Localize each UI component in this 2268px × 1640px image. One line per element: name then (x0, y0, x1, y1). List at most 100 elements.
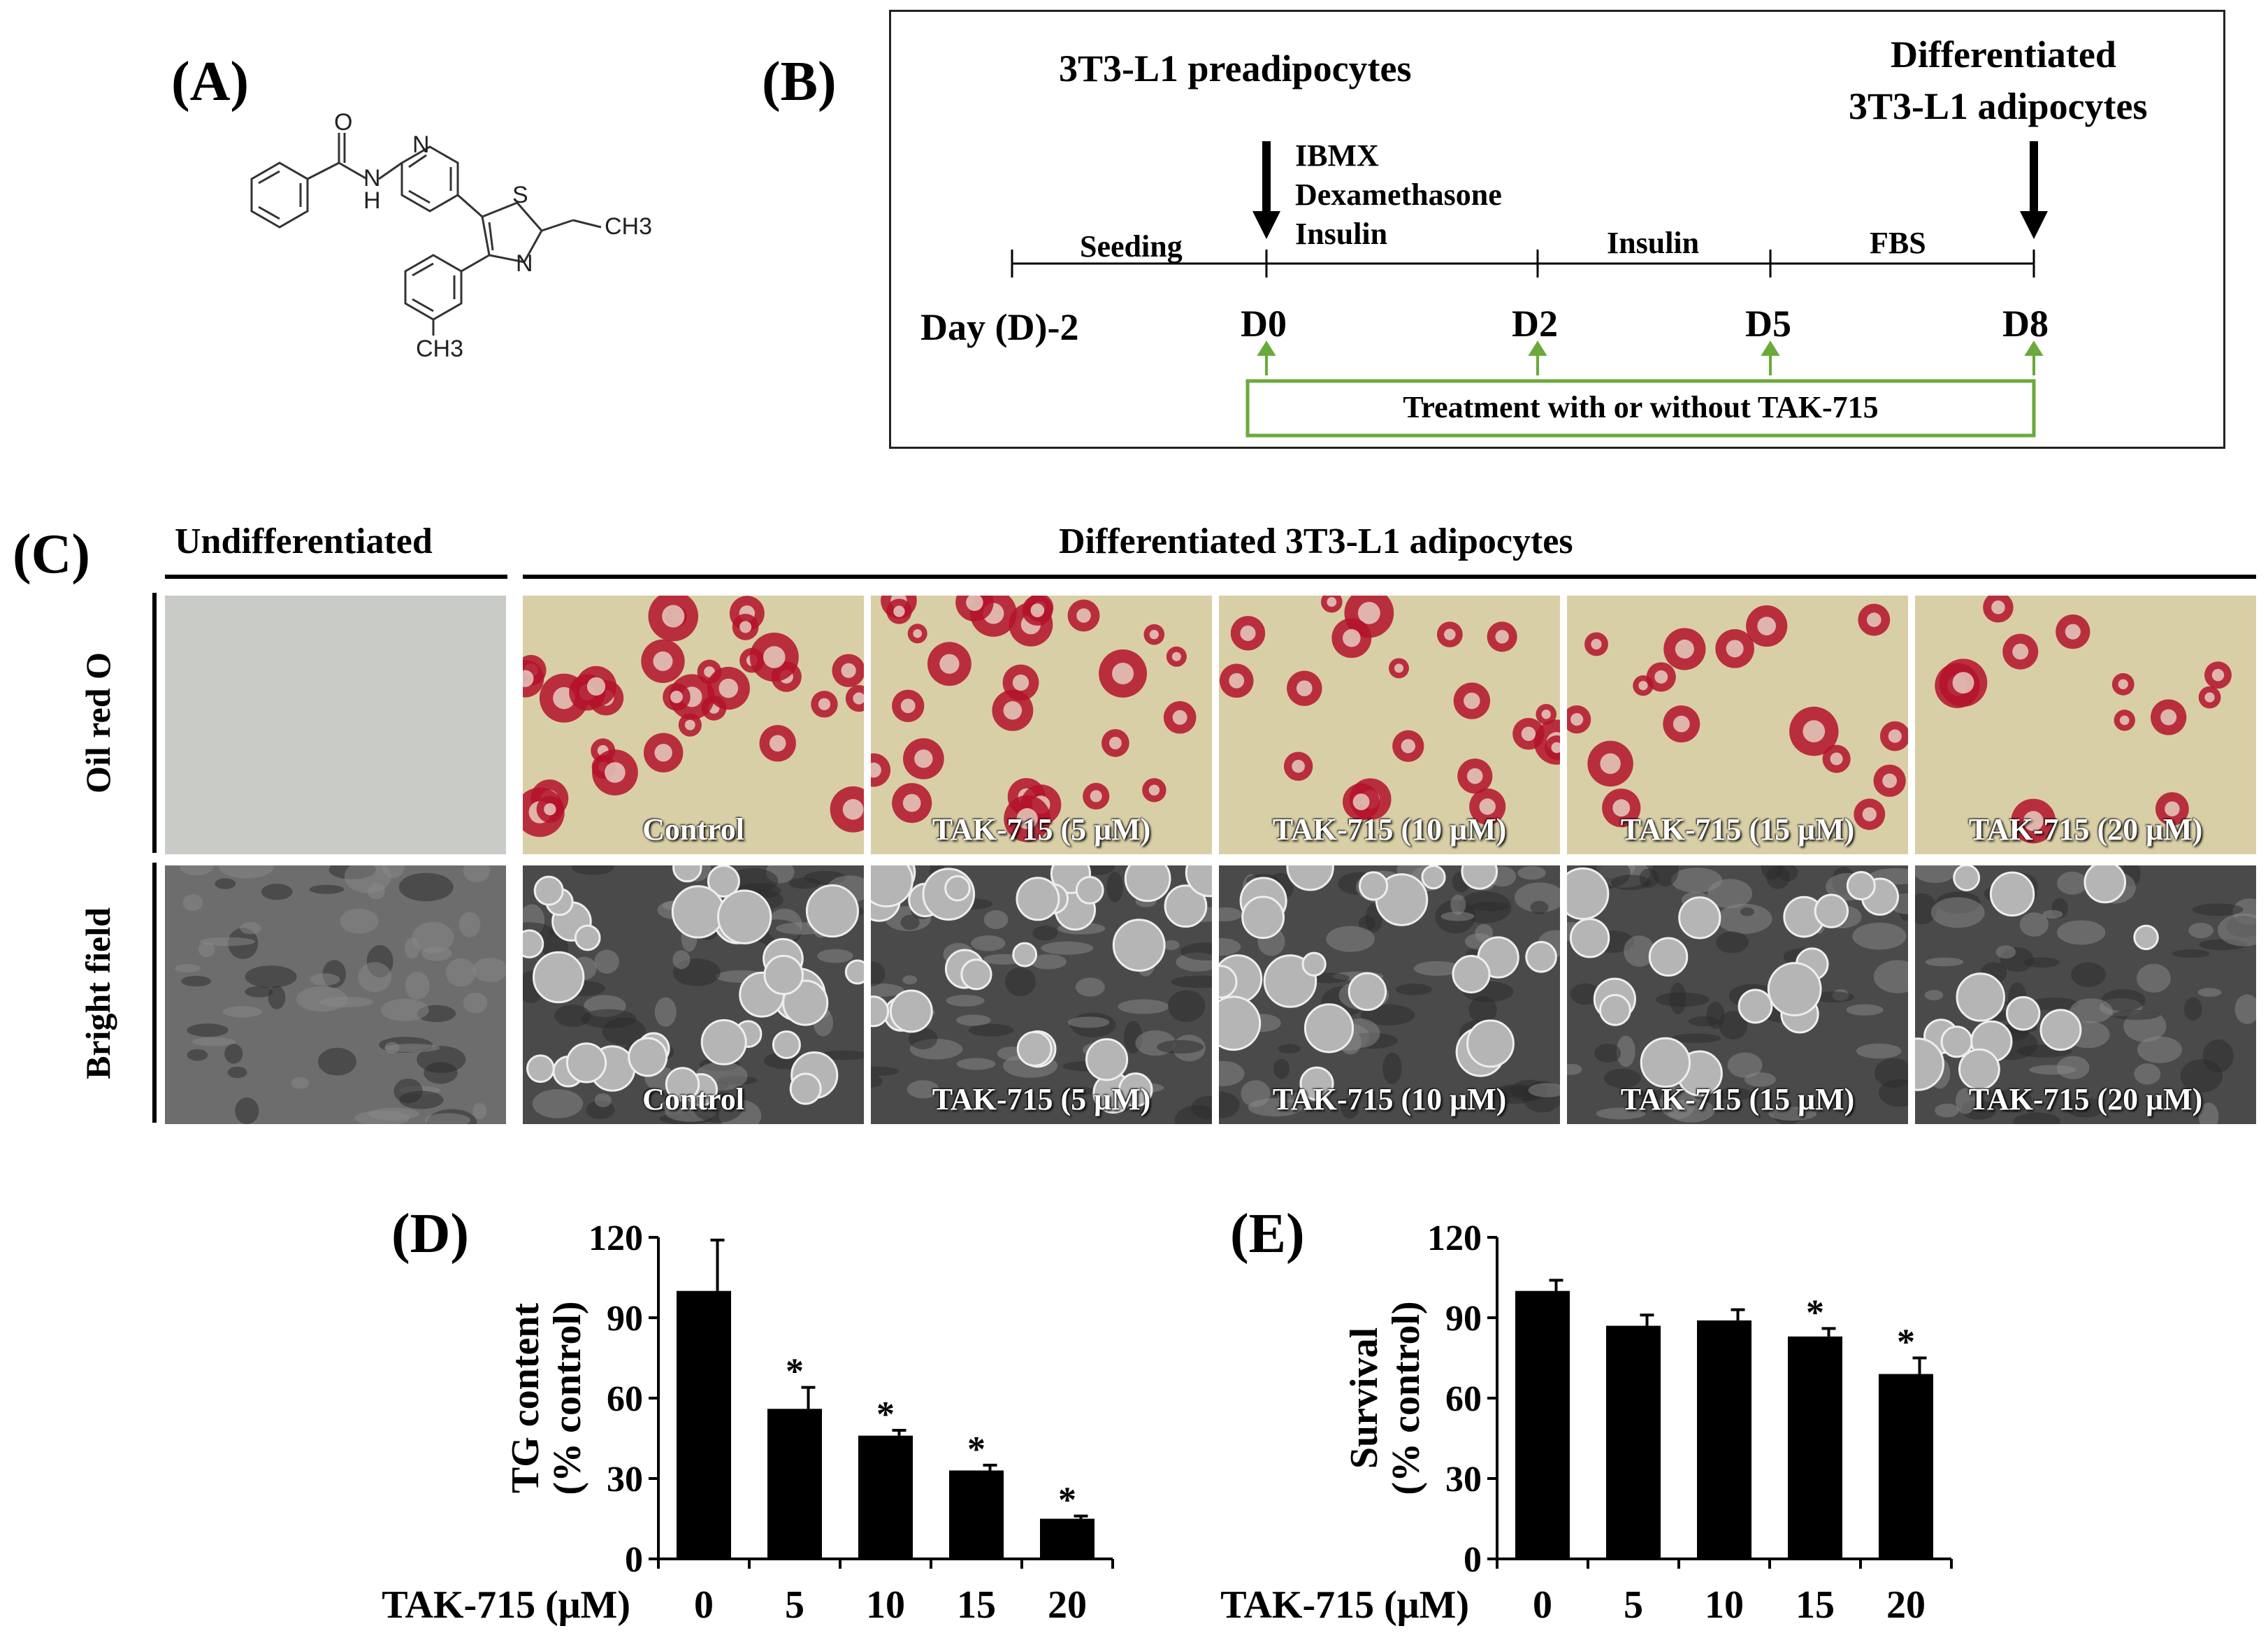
tak715-structure: O N N H S N CH3 CH3 (250, 112, 652, 362)
x-axis-label: TAK-715 (μM) (1220, 1583, 1469, 1627)
x-tick-label: 20 (1886, 1583, 1926, 1627)
panel-c-label: (C) (13, 524, 91, 585)
x-axis-label: TAK-715 (μM) (382, 1583, 630, 1627)
atom-o: O (334, 112, 352, 136)
panel-b-label: (B) (762, 51, 837, 113)
oil-red-image-4: TAK-715 (15 μM) (1567, 596, 1908, 854)
y-tick-label: 90 (607, 1299, 643, 1339)
x-tick-label: 5 (1624, 1583, 1643, 1627)
bar (767, 1409, 822, 1559)
atom-s: S (512, 182, 528, 208)
oil-caption-4: TAK-715 (15 μM) (1620, 812, 1855, 847)
bright-caption-2: TAK-715 (5 μM) (932, 1082, 1151, 1116)
oil-red-image-0 (165, 596, 506, 854)
bar (1879, 1374, 1933, 1559)
treatment-label: Treatment with or without TAK-715 (1403, 390, 1879, 424)
x-tick-label: 20 (1048, 1583, 1087, 1627)
bright-caption-1: Control (642, 1082, 744, 1116)
bar (1515, 1290, 1570, 1559)
header-undifferentiated: Undifferentiated (175, 522, 433, 561)
oil-red-image-3: TAK-715 (10 μM) (1219, 596, 1560, 854)
chart-survival: 0 30 60 90 120 0 5 10 * 15 * 20 TAK-715 (μM) Survival… (1220, 1218, 1953, 1627)
x-tick-label: 5 (785, 1583, 804, 1627)
oil-caption-3: TAK-715 (10 μM) (1272, 812, 1507, 847)
significance-marker: * (876, 1395, 895, 1434)
panel-a-label: (A) (171, 51, 250, 113)
segment-fbs: FBS (1870, 226, 1926, 260)
day-d0: D0 (1241, 303, 1287, 345)
bright-caption-3: TAK-715 (10 μM) (1272, 1082, 1507, 1116)
y-tick-label: 60 (607, 1379, 643, 1419)
significance-marker: * (786, 1352, 804, 1392)
y-tick-label: 0 (625, 1540, 643, 1580)
atom-n-amide: N (363, 165, 381, 192)
day-d8: D8 (2002, 303, 2049, 345)
day-d5: D5 (1745, 303, 1791, 345)
y-tick-label: 30 (607, 1460, 643, 1499)
header-diff-rule (523, 575, 2256, 579)
y-axis-label-line1: TG content (504, 1303, 547, 1494)
timeline-axis (1011, 141, 2048, 438)
y-axis-label-line2: (% control) (1385, 1301, 1428, 1495)
header-undiff-rule (165, 575, 507, 579)
oil-caption-1: Control (642, 812, 744, 847)
day-d2: D2 (1512, 303, 1558, 345)
row-label-oil-red: Oil red O (78, 652, 117, 793)
y-tick-label: 90 (1445, 1299, 1482, 1339)
bar (1788, 1336, 1842, 1559)
row-label-bright-field: Bright field (78, 907, 117, 1079)
y-tick-label: 0 (1464, 1540, 1482, 1580)
arrow-d0 (1252, 141, 1280, 239)
x-tick-label: 15 (1796, 1583, 1835, 1627)
y-tick-label: 120 (1427, 1218, 1482, 1258)
bright-field-image-2: TAK-715 (5 μM) (871, 865, 1212, 1124)
chart-tg-content: 0 30 60 90 120 0 * 5 * 10 * 15 * 20 TAK-715 (μM) TG con… (382, 1218, 1114, 1627)
x-tick-label: 10 (1705, 1583, 1744, 1627)
header-differentiated: Differentiated 3T3-L1 adipocytes (1059, 522, 1573, 561)
atom-h-amide: H (363, 187, 381, 214)
y-tick-label: 120 (588, 1218, 643, 1258)
x-tick-label: 0 (1533, 1583, 1552, 1627)
bar (1040, 1518, 1095, 1559)
atom-ch3-tolyl: CH3 (416, 336, 463, 362)
atom-ch3-ethyl: CH3 (605, 213, 652, 240)
end-title-line2: 3T3-L1 adipocytes (1849, 85, 2148, 127)
x-tick-label: 0 (694, 1583, 714, 1627)
bright-field-image-4: TAK-715 (15 μM) (1567, 865, 1908, 1124)
x-tick-label: 15 (957, 1583, 996, 1627)
y-axis-label-line1: Survival (1343, 1328, 1386, 1469)
significance-marker: * (1897, 1323, 1915, 1362)
bar (677, 1290, 731, 1559)
y-axis-label-line2: (% control) (546, 1301, 589, 1495)
bar (949, 1470, 1004, 1559)
x-tick-label: 10 (866, 1583, 905, 1627)
atom-n-thiazole: N (516, 250, 533, 277)
bright-field-image-5: TAK-715 (20 μM) (1915, 865, 2256, 1124)
end-title-line1: Differentiated (1891, 34, 2116, 75)
bright-caption-5: TAK-715 (20 μM) (1968, 1082, 2203, 1116)
day-minus2: Day (D)-2 (920, 306, 1079, 348)
bar (1606, 1325, 1661, 1559)
y-tick-label: 30 (1445, 1460, 1482, 1499)
agent-dexamethasone: Dexamethasone (1295, 178, 1502, 212)
y-tick-label: 60 (1445, 1379, 1482, 1419)
bright-caption-4: TAK-715 (15 μM) (1620, 1082, 1855, 1116)
row-rule-bright (152, 863, 157, 1123)
panel-d-label: (D) (391, 1203, 470, 1265)
significance-marker: * (1806, 1293, 1824, 1332)
green-arrows (1257, 340, 2044, 375)
arrow-d8 (2020, 141, 2048, 239)
agent-ibmx: IBMX (1295, 138, 1379, 173)
bright-field-image-0 (165, 865, 506, 1124)
atom-n-pyridine: N (412, 131, 430, 158)
bar (1697, 1320, 1751, 1559)
oil-caption-5: TAK-715 (20 μM) (1968, 812, 2203, 847)
treatment-box (1245, 379, 2036, 438)
significance-marker: * (1058, 1481, 1076, 1520)
timeline-panel: 3T3-L1 preadipocytes Differentiated 3T3-… (889, 10, 2225, 449)
agent-insulin: Insulin (1295, 217, 1388, 251)
bar (858, 1435, 913, 1559)
oil-red-image-5: TAK-715 (20 μM) (1915, 596, 2256, 854)
oil-red-image-1: Control (523, 596, 864, 854)
segment-seeding: Seeding (1080, 229, 1183, 264)
